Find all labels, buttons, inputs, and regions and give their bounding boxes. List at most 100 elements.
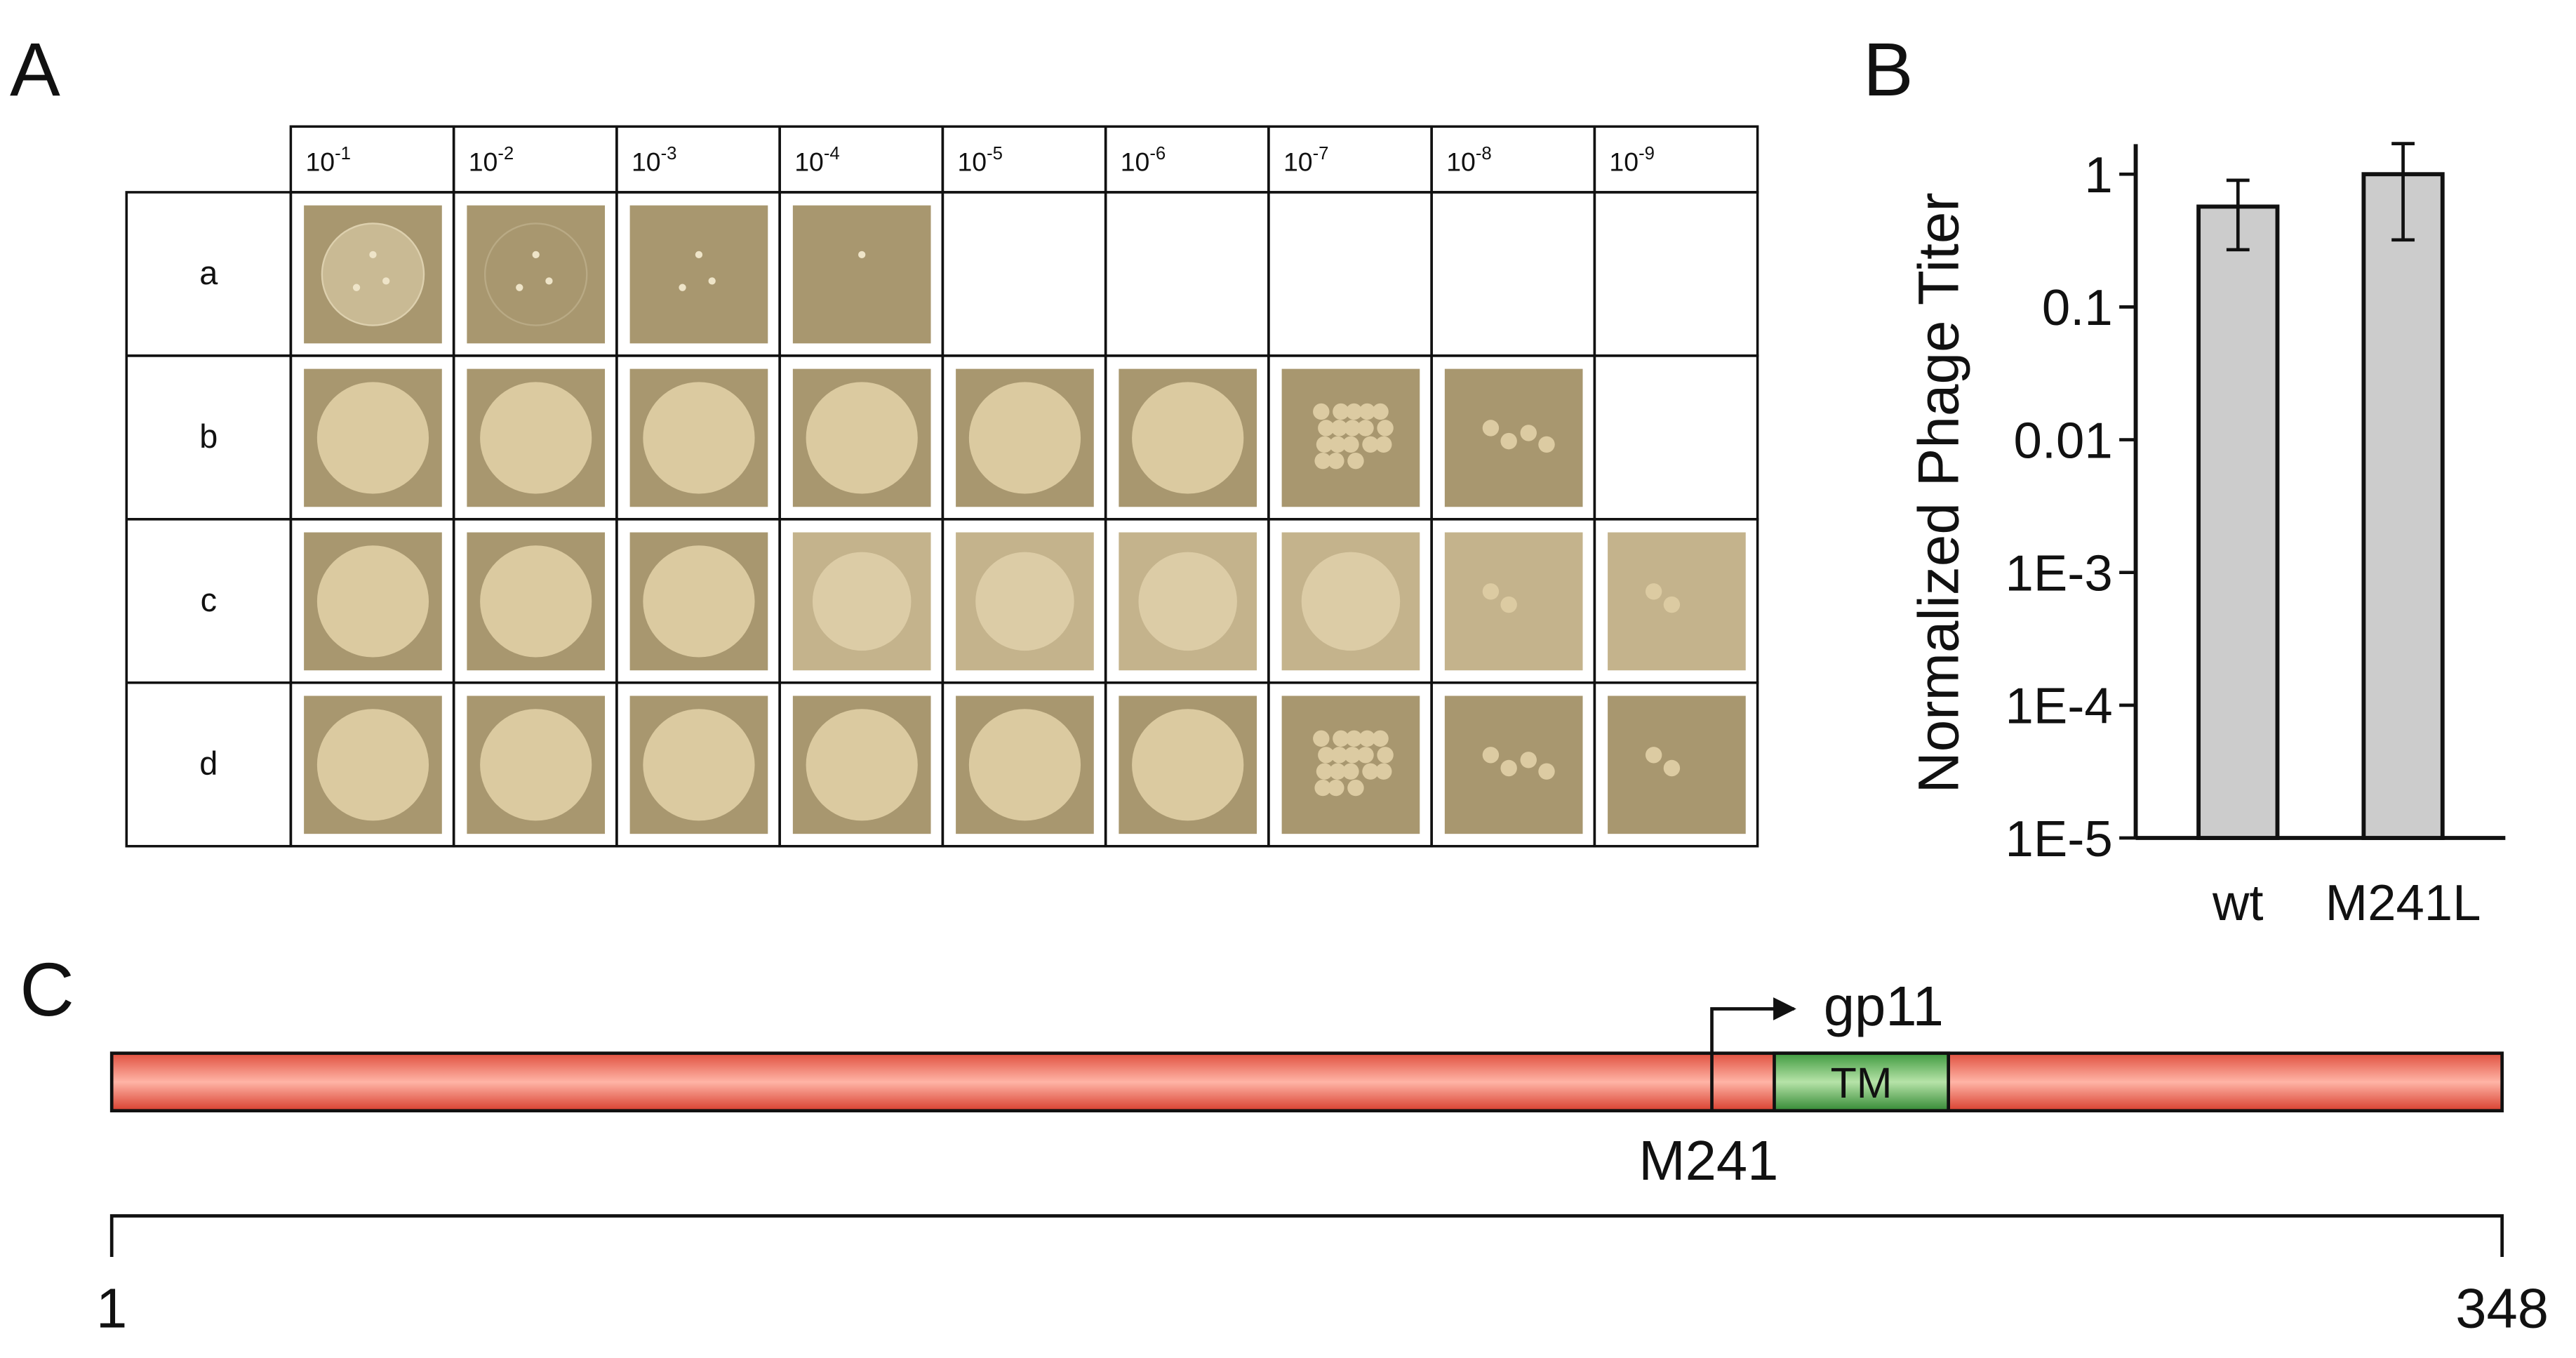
plaque-image [629,532,768,671]
plaque-image [1119,695,1257,834]
plate-cell [1593,681,1759,848]
plaque [1342,763,1359,780]
plaque-image [792,532,931,671]
plaque-image [1444,368,1583,507]
strain-label: d [199,745,218,782]
residue-axis [109,1214,2504,1258]
plaque [1333,403,1349,420]
plaque [1329,763,1346,780]
domain-label: TM [1831,1059,1893,1107]
spot [316,545,429,658]
plaque-image [1281,695,1420,834]
plaque [369,251,377,259]
plaque-image [467,695,606,834]
plate-cell [1593,354,1759,521]
spot [316,382,429,494]
y-axis-title: Normalized Phage Titer [1907,192,1971,793]
plaque [1313,403,1330,420]
plaque [382,277,390,285]
plaque-image [1119,532,1257,671]
plaque [679,284,686,291]
plaque [1314,779,1331,797]
panel-label: A [10,27,60,112]
plaque [1344,420,1361,437]
spot [968,382,1081,494]
plaque [1663,596,1681,613]
panel-label: C [20,947,74,1032]
plaque-image [956,532,1094,671]
spot [643,382,755,494]
plaque [352,284,361,291]
plaque-image [1119,368,1257,507]
strain-label: a [199,255,218,291]
plaque [1375,763,1392,780]
plaque [1377,420,1394,437]
plaque [1663,759,1681,777]
plaque-image [629,695,768,834]
axis-start: 1 [96,1277,127,1340]
tm-domain [1773,1051,1951,1112]
plate-cell [1593,191,1759,357]
plaque [1316,763,1333,780]
spot [480,382,592,494]
plate-cell [1267,191,1433,357]
dilution-exp: -5 [987,144,1003,164]
start-label: M241 [1639,1129,1778,1192]
dilution-base: 10 [957,147,987,176]
dilution-label: 10-2 [469,144,514,176]
y-tick-label: 1E-5 [2006,811,2113,867]
spot [806,709,918,821]
dilution-label: 10-1 [305,144,351,176]
spot [316,709,429,821]
plate-bg [629,205,768,344]
plaque-image [956,368,1094,507]
plaque [1328,779,1344,797]
plaque [1372,730,1389,747]
plaque [1500,596,1517,613]
plaque [1359,730,1376,747]
protein-bar [109,1051,2504,1112]
spot [643,545,755,658]
plaque [1482,420,1500,437]
dilution-label: 10-8 [1446,144,1492,176]
dilution-label: 10-5 [957,144,1003,176]
dilution-base: 10 [1446,147,1476,176]
plaque-image [304,368,442,507]
dilution-base: 10 [1609,147,1639,176]
dilution-base: 10 [469,147,498,176]
plaque-image [792,695,931,834]
spot [483,222,588,326]
bar-chart: 1E-5 1E-4 1E-3 0.01 0.1 1 Normalized Phage Tit… [1907,142,2506,931]
plaque-image [1444,695,1583,834]
plaque [1318,747,1335,764]
spot [1301,552,1401,651]
plaque-image [1444,532,1583,671]
plate-bg [467,205,606,344]
plaque-image [1608,695,1746,834]
dilution-base: 10 [1121,147,1150,176]
plaque [545,277,553,285]
plaque-image [304,532,442,671]
plate-cell [941,191,1107,357]
spot [643,709,755,821]
plaque [1347,453,1364,470]
plaque [1345,403,1363,420]
dilution-exp: -7 [1313,144,1329,164]
y-tick-label: 0.01 [2014,412,2113,469]
error-bar [2391,142,2415,242]
plaque [1357,747,1374,764]
error-bar [2226,178,2250,252]
plaque [695,251,703,259]
plaque-image [629,205,768,344]
plaque-image [792,368,931,507]
spot [806,382,918,494]
dilution-exp: -6 [1149,144,1166,164]
plaque-image [956,695,1094,834]
plaque [1345,730,1363,747]
plaque-image [629,368,768,507]
plaque [1362,763,1379,780]
dilution-base: 10 [794,147,824,176]
dilution-base: 10 [632,147,661,176]
